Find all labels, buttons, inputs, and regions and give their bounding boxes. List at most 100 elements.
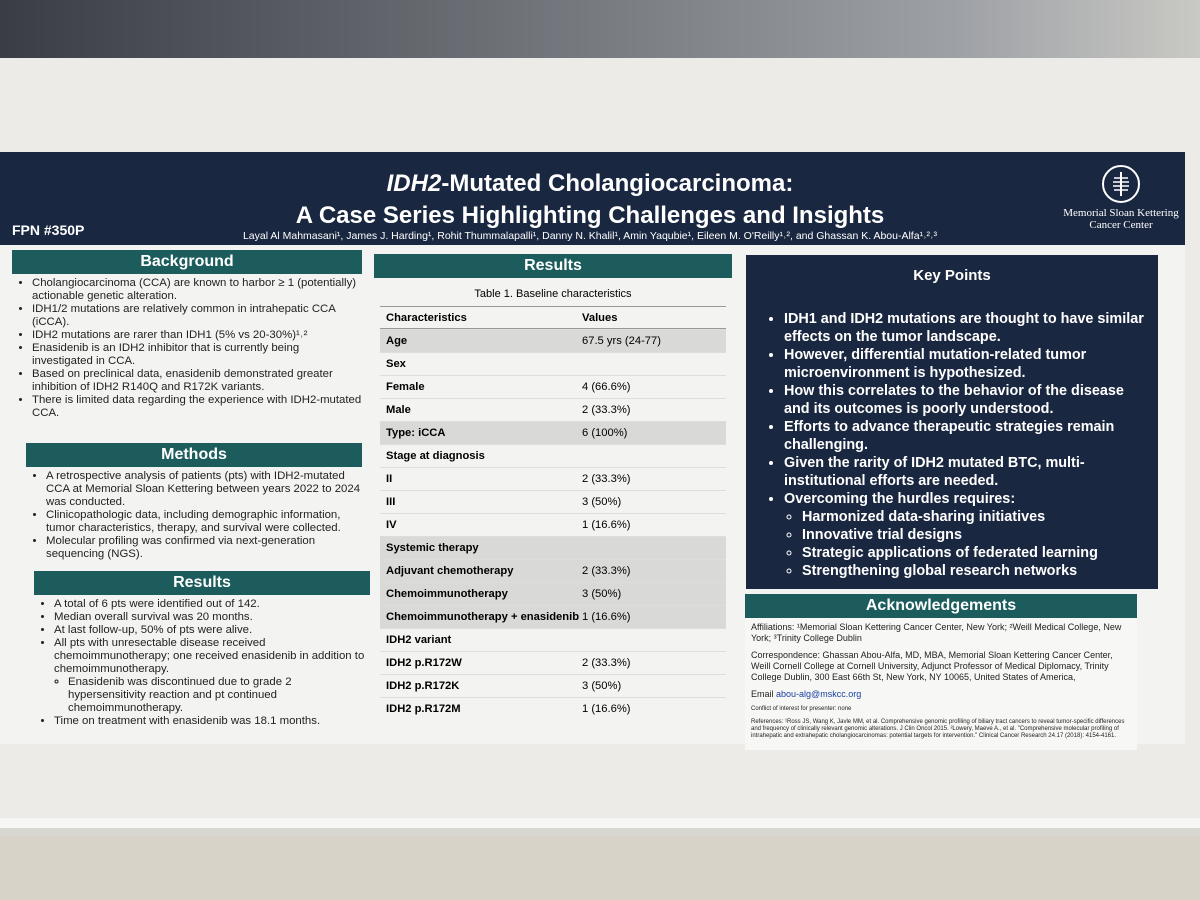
title-rest: -Mutated Cholangiocarcinoma: (441, 170, 794, 197)
bullet-item: Molecular profiling was confirmed via ne… (46, 535, 362, 561)
logo-text: Memorial Sloan Kettering (1063, 207, 1179, 219)
section-heading: Background (12, 250, 362, 274)
results-table-section: Results Table 1. Baseline characteristic… (374, 254, 732, 720)
bullet-item: A retrospective analysis of patients (pt… (46, 470, 362, 509)
table-cell: Type: iCCA (386, 427, 446, 439)
table-row: Stage at diagnosis (380, 444, 726, 467)
table-cell: Adjuvant chemotherapy (386, 565, 514, 577)
sub-bullet-item: Harmonized data-sharing initiatives (802, 508, 1148, 526)
poster-code: FPN #350P (12, 222, 85, 238)
sub-bullet-item: Strategic applications of federated lear… (802, 544, 1148, 562)
table-cell: 2 (33.3%) (582, 657, 631, 669)
email-link[interactable]: abou-alg@mskcc.org (776, 689, 862, 699)
table-cell: II (386, 473, 393, 485)
table-cell: 6 (100%) (582, 427, 628, 439)
table-row: IDH2 p.R172W 2 (33.3%) (380, 651, 726, 674)
table-cell: Female (386, 381, 425, 393)
section-heading: Key Points (913, 267, 991, 284)
bullet-item: Efforts to advance therapeutic strategie… (784, 418, 1148, 454)
table-row: Male 2 (33.3%) (380, 398, 726, 421)
column-header: Values (582, 311, 618, 324)
table-cell: 67.5 yrs (24-77) (582, 335, 661, 347)
title-line: A Case Series Highlighting Challenges an… (295, 202, 885, 229)
acknowledgements-section: Acknowledgements Affiliations: ¹Memorial… (745, 594, 1137, 750)
table-cell: 1 (16.6%) (582, 519, 631, 531)
table-cell: 2 (33.3%) (582, 565, 631, 577)
sub-bullet-item: Enasidenib was discontinued due to grade… (68, 676, 370, 715)
table-row: Chemoimmunotherapy + enasidenib 1 (16.6%) (380, 605, 726, 628)
email-line: Email abou-alg@mskcc.org (751, 689, 1131, 700)
ceiling (0, 0, 1200, 62)
table-cell: Sex (386, 358, 406, 370)
bullet-item: IDH2 mutations are rarer than IDH1 (5% v… (32, 329, 362, 342)
table-cell: 4 (66.6%) (582, 381, 631, 393)
table-row: Type: iCCA 6 (100%) (380, 421, 726, 444)
table-row: Adjuvant chemotherapy 2 (33.3%) (380, 559, 726, 582)
table-cell: IDH2 p.R172M (386, 703, 461, 715)
table-row: IV 1 (16.6%) (380, 513, 726, 536)
table-row: II 2 (33.3%) (380, 467, 726, 490)
table-row: IDH2 variant (380, 628, 726, 651)
table-cell: 3 (50%) (582, 588, 622, 600)
poster-header: FPN #350P IDH2-Mutated Cholangiocarcinom… (0, 152, 1185, 245)
section-heading: Results (374, 254, 732, 278)
bullet-item: At last follow-up, 50% of pts were alive… (54, 624, 370, 637)
acknowledgements-text: Affiliations: ¹Memorial Sloan Kettering … (745, 618, 1137, 750)
table-row: IDH2 p.R172K 3 (50%) (380, 674, 726, 697)
bullet-item: How this correlates to the behavior of t… (784, 382, 1148, 418)
table-header-row: Characteristics Values (380, 306, 726, 329)
section-heading: Acknowledgements (745, 594, 1137, 618)
bullet-item: All pts with unresectable disease receiv… (54, 637, 370, 715)
table-caption: Table 1. Baseline characteristics (474, 288, 632, 300)
table-cell: Chemoimmunotherapy (386, 588, 508, 600)
table-row: Chemoimmunotherapy 3 (50%) (380, 582, 726, 605)
table: Characteristics Values Age 67.5 yrs (24-77)… (380, 306, 726, 720)
table-cell: IDH2 variant (386, 634, 452, 646)
table-cell: Stage at diagnosis (386, 450, 485, 462)
bullet-item: IDH1 and IDH2 mutations are thought to h… (784, 310, 1148, 346)
table-cell: Male (386, 404, 411, 416)
table-cell: IV (386, 519, 397, 531)
bullet-item: Median overall survival was 20 months. (54, 611, 370, 624)
table-row: Systemic therapy (380, 536, 726, 559)
email-label: Email (751, 689, 774, 699)
key-points-box: Key Points IDH1 and IDH2 mutations are t… (746, 255, 1158, 589)
table-row: Female 4 (66.6%) (380, 375, 726, 398)
results-summary-section: Results A total of 6 pts were identified… (34, 571, 370, 728)
bullet-list: Cholangiocarcinoma (CCA) are known to ha… (12, 277, 362, 420)
bullet-list: A total of 6 pts were identified out of … (34, 598, 370, 728)
table-cell: 1 (16.6%) (582, 703, 631, 715)
bullet-item: Time on treatment with enasidenib was 18… (54, 715, 370, 728)
title-line: IDH2-Mutated Cholangiocarcinoma: (200, 170, 980, 198)
bullet-list: IDH1 and IDH2 mutations are thought to h… (756, 310, 1148, 580)
table-cell: Age (386, 335, 408, 347)
floor (0, 836, 1200, 900)
table-cell: IDH2 p.R172W (386, 657, 462, 669)
table-cell: 1 (16.6%) (582, 611, 631, 623)
key-points-section: Key Points IDH1 and IDH2 mutations are t… (746, 255, 1158, 589)
poster: FPN #350P IDH2-Mutated Cholangiocarcinom… (0, 152, 1185, 750)
bullet-item: Based on preclinical data, enasidenib de… (32, 368, 362, 394)
section-heading: Methods (26, 443, 362, 467)
bullet-item: A total of 6 pts were identified out of … (54, 598, 370, 611)
table-cell: 2 (33.3%) (582, 473, 631, 485)
table-cell: 2 (33.3%) (582, 404, 631, 416)
table-row: Age 67.5 yrs (24-77) (380, 329, 726, 352)
column-header: Characteristics (386, 311, 467, 324)
methods-section: Methods A retrospective analysis of pati… (26, 443, 362, 561)
title-italic: IDH2 (386, 170, 442, 197)
sub-list: Harmonized data-sharing initiativesInnov… (784, 508, 1148, 580)
table-cell: 3 (50%) (582, 680, 622, 692)
authors: Layal Al Mahmasani¹, James J. Harding¹, … (242, 230, 938, 242)
conflict: Conflict of interest for presenter: none (751, 706, 852, 712)
references: References: ¹Ross JS, Wang K, Javle MM, … (751, 719, 1125, 739)
sub-bullet-item: Innovative trial designs (802, 526, 1148, 544)
bullet-item: Enasidenib is an IDH2 inhibitor that is … (32, 342, 362, 368)
logo-icon (1102, 165, 1140, 203)
background-section: Background Cholangiocarcinoma (CCA) are … (12, 250, 362, 420)
bullet-item: There is limited data regarding the expe… (32, 394, 362, 420)
bullet-item: Cholangiocarcinoma (CCA) are known to ha… (32, 277, 362, 303)
bullet-item: Clinicopathologic data, including demogr… (46, 509, 362, 535)
